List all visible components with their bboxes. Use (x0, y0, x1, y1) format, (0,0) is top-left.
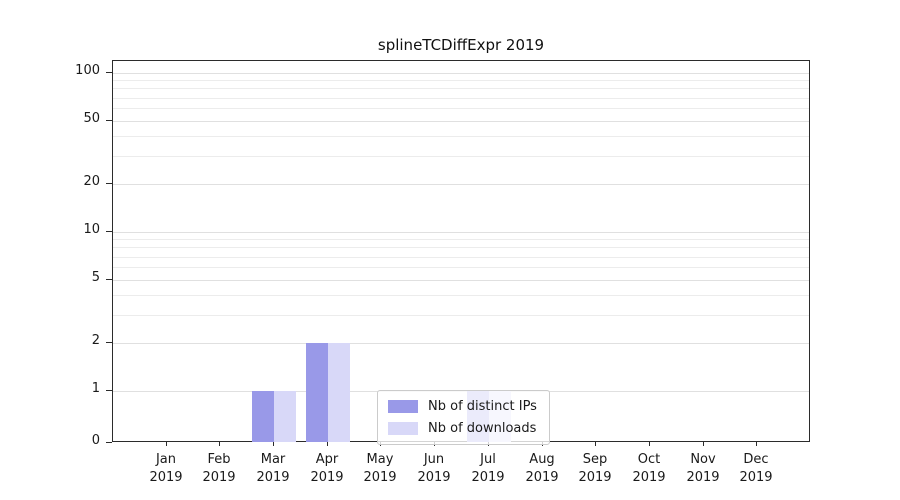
x-tick (273, 442, 274, 446)
y-tick (106, 183, 112, 184)
x-tick-year: 2019 (525, 469, 559, 485)
gridline (113, 156, 809, 157)
y-tick-label: 50 (83, 111, 100, 126)
gridline (113, 257, 809, 258)
x-tick-month: Feb (207, 452, 231, 467)
legend-label-downloads: Nb of downloads (428, 421, 537, 436)
x-tick-year: 2019 (686, 469, 720, 485)
x-tick-label: Jul 2019 (459, 451, 517, 486)
x-tick (219, 442, 220, 446)
bar-downloads (328, 343, 350, 442)
x-tick-label: Dec 2019 (727, 451, 785, 486)
y-tick-label: 1 (91, 381, 100, 396)
chart-title: splineTCDiffExpr 2019 (377, 36, 545, 54)
gridline (113, 232, 809, 233)
gridline (113, 108, 809, 109)
x-tick-year: 2019 (739, 469, 773, 485)
x-tick-label: Feb 2019 (190, 451, 248, 486)
x-tick-label: Mar 2019 (244, 451, 302, 486)
x-tick-label: Oct 2019 (620, 451, 678, 486)
gridline (113, 88, 809, 89)
x-tick-month: Aug (529, 452, 555, 467)
gridline (113, 267, 809, 268)
x-tick-month: Mar (260, 452, 286, 467)
x-tick (649, 442, 650, 446)
gridline (113, 184, 809, 185)
y-tick (106, 231, 112, 232)
x-tick-month: Dec (743, 452, 769, 467)
x-tick (756, 442, 757, 446)
legend: Nb of distinct IPs Nb of downloads (377, 390, 550, 445)
x-tick-month: Nov (690, 452, 716, 467)
x-tick-year: 2019 (578, 469, 612, 485)
x-tick (703, 442, 704, 446)
gridline (113, 247, 809, 248)
x-tick-label: Jun 2019 (405, 451, 463, 486)
y-tick (106, 390, 112, 391)
x-tick-label: Apr 2019 (298, 451, 356, 486)
y-tick (106, 342, 112, 343)
gridline (113, 80, 809, 81)
x-tick-label: Aug 2019 (513, 451, 571, 486)
x-tick-year: 2019 (363, 469, 397, 485)
y-tick (106, 120, 112, 121)
bar-downloads (274, 391, 296, 442)
x-tick-month: May (366, 452, 394, 467)
y-tick-label: 100 (75, 63, 100, 78)
x-tick-month: Jun (423, 452, 445, 467)
gridline (113, 239, 809, 240)
y-tick (106, 279, 112, 280)
legend-swatch-distinct-ips (388, 400, 418, 413)
legend-label-distinct-ips: Nb of distinct IPs (428, 399, 537, 414)
x-tick-month: Jan (155, 452, 177, 467)
x-tick-year: 2019 (471, 469, 505, 485)
x-tick (166, 442, 167, 446)
y-tick-label: 10 (83, 222, 100, 237)
gridline (113, 295, 809, 296)
gridline (113, 315, 809, 316)
x-tick (595, 442, 596, 446)
x-tick-year: 2019 (149, 469, 183, 485)
legend-swatch-downloads (388, 422, 418, 435)
y-tick-label: 20 (83, 174, 100, 189)
y-tick (106, 442, 112, 443)
x-tick-label: Sep 2019 (566, 451, 624, 486)
x-tick-year: 2019 (310, 469, 344, 485)
bar-distinct-ips (306, 343, 328, 442)
x-tick-year: 2019 (632, 469, 666, 485)
gridline (113, 343, 809, 344)
x-tick-year: 2019 (417, 469, 451, 485)
bar-distinct-ips (252, 391, 274, 442)
y-tick-label: 2 (91, 333, 100, 348)
x-tick-month: Sep (582, 452, 608, 467)
x-tick-label: Nov 2019 (674, 451, 732, 486)
x-tick-month: Oct (637, 452, 661, 467)
plot-area (112, 60, 810, 442)
y-tick-label: 0 (91, 433, 100, 448)
x-tick-year: 2019 (256, 469, 290, 485)
gridline (113, 280, 809, 281)
x-tick (327, 442, 328, 446)
x-tick-year: 2019 (202, 469, 236, 485)
legend-item-downloads: Nb of downloads (388, 421, 537, 436)
x-tick-label: May 2019 (351, 451, 409, 486)
gridline (113, 98, 809, 99)
x-tick-month: Jul (480, 452, 496, 467)
y-tick (106, 72, 112, 73)
x-tick-label: Jan 2019 (137, 451, 195, 486)
x-tick-month: Apr (315, 452, 339, 467)
gridline (113, 136, 809, 137)
gridline (113, 121, 809, 122)
legend-item-distinct-ips: Nb of distinct IPs (388, 399, 537, 414)
gridline (113, 73, 809, 74)
y-tick-label: 5 (91, 270, 100, 285)
